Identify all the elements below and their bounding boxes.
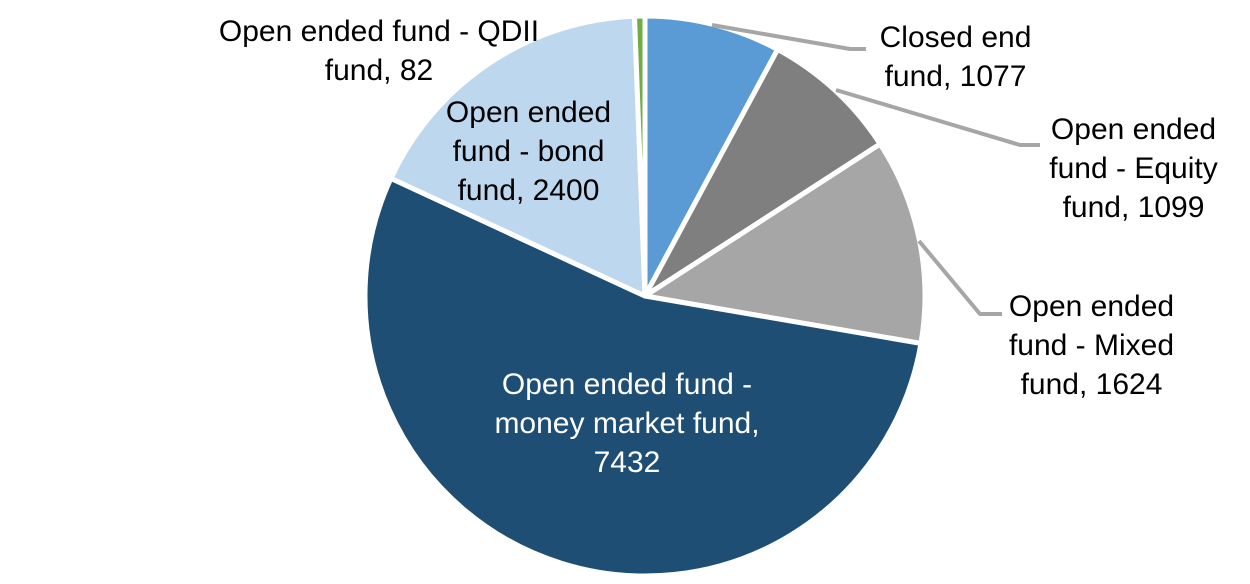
data-label-bond-fund: Open ended fund - bond fund, 2400 xyxy=(445,96,612,207)
pie-slice-money-market-fund xyxy=(362,175,924,579)
leader-lines xyxy=(711,23,1040,316)
leader-line-closed-end-fund xyxy=(711,23,866,51)
data-label-money-market-fund: Open ended fund - money market fund, 743… xyxy=(494,368,760,479)
pie-slice-mixed-fund xyxy=(642,141,928,346)
pie-slice-qdii-fund xyxy=(631,13,648,299)
data-label-equity-fund: Open ended fund - Equity fund, 1099 xyxy=(1049,113,1218,224)
pie-slices xyxy=(362,13,928,579)
pie-slice-bond-fund xyxy=(388,13,648,299)
leader-line-equity-fund xyxy=(835,88,1040,147)
data-label-closed-end-fund: Closed end fund, 1077 xyxy=(879,21,1032,93)
data-label-qdii-fund: Open ended fund - QDII fund, 82 xyxy=(218,15,540,87)
data-label-mixed-fund: Open ended fund - Mixed fund, 1624 xyxy=(1008,290,1175,401)
pie-slice-equity-fund xyxy=(642,46,883,299)
leader-line-mixed-fund xyxy=(917,239,1002,316)
